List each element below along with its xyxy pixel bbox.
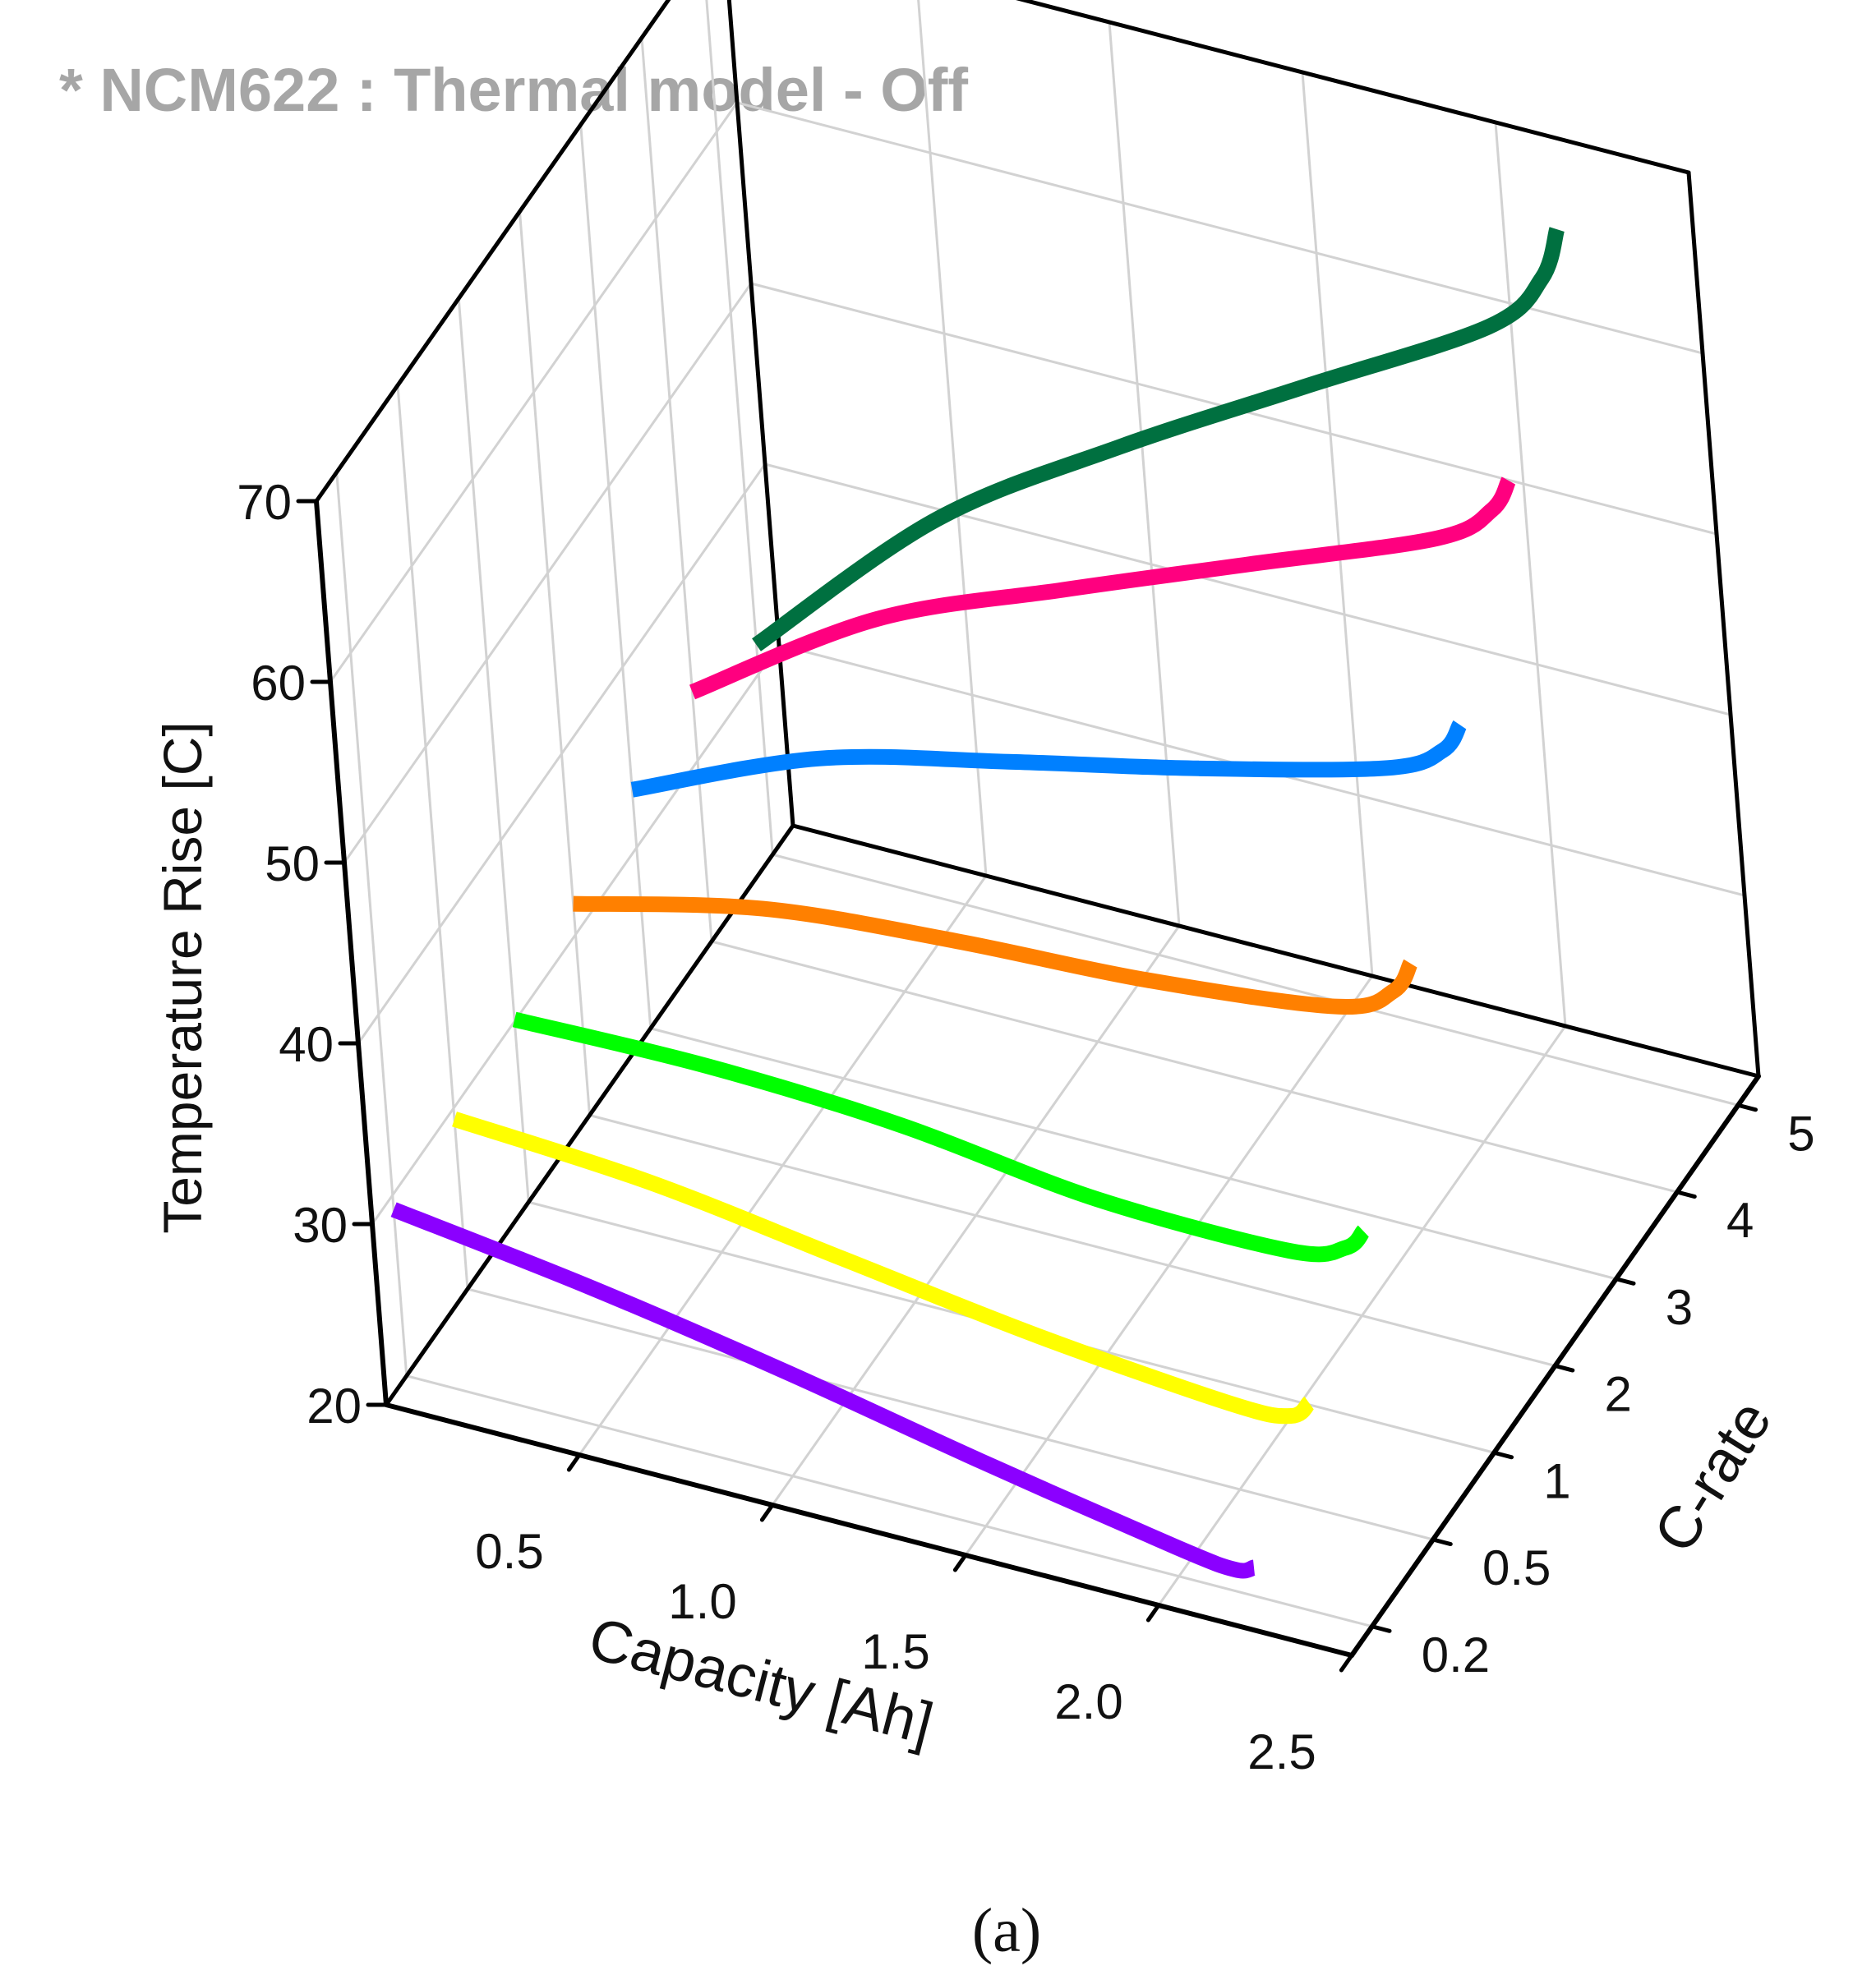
y-tick-label: 3 — [1666, 1280, 1693, 1335]
x-tick-mark — [1339, 1653, 1354, 1673]
z-tick-label: 70 — [237, 475, 292, 530]
x-tick-label: 2.0 — [1054, 1674, 1122, 1729]
y-tick-mark — [1370, 1624, 1392, 1633]
grid-line — [710, 940, 1679, 1194]
y-tick-mark — [1431, 1537, 1453, 1547]
grid-line — [649, 1027, 1618, 1281]
frame-edge — [1016, 0, 1691, 175]
z-axis-line — [314, 499, 389, 1407]
z-tick-label: 20 — [307, 1379, 362, 1434]
series-line-3c — [630, 720, 1467, 798]
x-tick-mark — [1145, 1603, 1161, 1623]
y-tick-label: 1 — [1543, 1453, 1570, 1508]
grid-line — [579, 123, 652, 1030]
grid-line — [466, 1287, 1435, 1541]
z-tick-label: 60 — [251, 656, 306, 711]
z-tick-label: 50 — [265, 836, 320, 891]
grid-line — [405, 1374, 1374, 1628]
series-line-1c — [512, 1011, 1370, 1263]
z-tick-label: 40 — [279, 1017, 334, 1072]
frame-edge — [314, 0, 671, 504]
series-line-0-5c — [452, 1112, 1315, 1425]
series-layer — [390, 227, 1565, 1579]
grid-line — [771, 853, 1740, 1107]
y-tick-mark — [1675, 1190, 1697, 1199]
y-tick-mark — [1491, 1450, 1514, 1460]
frame-edge — [726, 0, 795, 828]
y-tick-label: 2 — [1605, 1367, 1632, 1422]
grid-line — [519, 210, 591, 1116]
y-tick-label: 0.2 — [1422, 1627, 1490, 1682]
z-axis-label: Temperature Rise [C] — [152, 721, 213, 1234]
grid-line — [917, 0, 988, 877]
grid-line — [640, 36, 713, 943]
grid-line — [588, 1114, 1556, 1367]
y-axis-label: C-rate — [1642, 1389, 1785, 1563]
x-axis-line — [384, 1402, 1354, 1658]
x-tick-label: 0.5 — [475, 1524, 543, 1579]
x-tick-mark — [566, 1452, 582, 1472]
x-tick-label: 1.5 — [861, 1624, 929, 1679]
series-line-0-2c — [390, 1202, 1256, 1579]
series-line-5c — [752, 227, 1565, 651]
frame-layer — [314, 0, 1761, 1658]
y-tick-label: 0.5 — [1482, 1540, 1551, 1595]
x-tick-mark — [759, 1503, 775, 1522]
chart-title: * NCM622 : Thermal model - Off — [59, 56, 968, 124]
frame-edge — [384, 823, 795, 1407]
x-tick-label: 2.5 — [1247, 1724, 1316, 1779]
grid-line — [735, 101, 1704, 355]
series-line-4c — [689, 476, 1516, 700]
grid-line — [1108, 21, 1181, 928]
grid-line — [1301, 71, 1374, 978]
frame-edge — [1686, 170, 1761, 1079]
grid-line — [1494, 121, 1567, 1028]
y-tick-label: 5 — [1787, 1106, 1814, 1161]
y-tick-label: 4 — [1726, 1193, 1754, 1248]
grid-line — [705, 0, 774, 856]
x-tick-mark — [952, 1553, 968, 1572]
figure-caption: (a) — [972, 1896, 1041, 1965]
y-tick-mark — [1735, 1102, 1758, 1112]
grid-line — [335, 471, 408, 1378]
series-line-2c — [573, 895, 1418, 1015]
frame-edge — [791, 823, 1761, 1079]
y-tick-mark — [1553, 1364, 1575, 1373]
grid-line — [763, 463, 1732, 716]
x-tick-label: 1.0 — [668, 1574, 736, 1629]
grid-line — [457, 297, 530, 1204]
y-tick-mark — [1614, 1277, 1636, 1286]
grid-line — [396, 384, 469, 1291]
z-tick-label: 30 — [293, 1198, 348, 1253]
grid-layer — [315, 0, 1760, 1657]
